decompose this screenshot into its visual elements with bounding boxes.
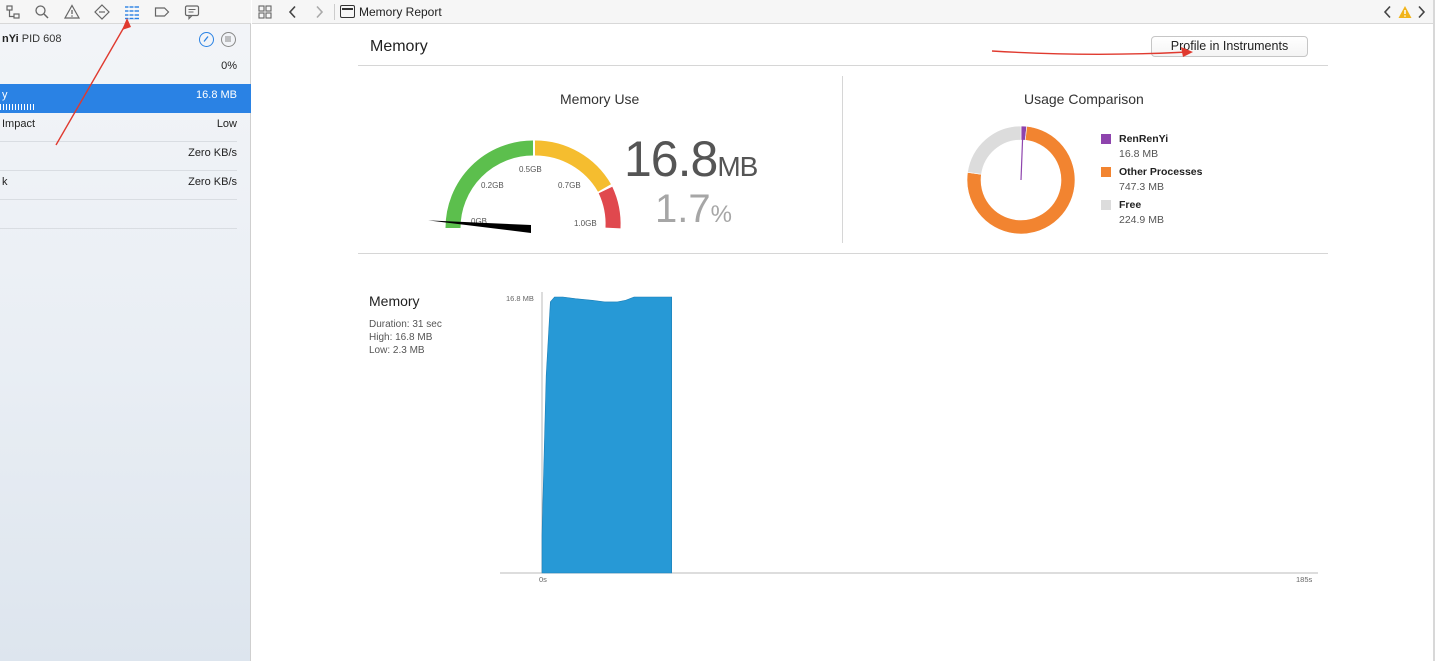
network-label: k — [2, 176, 8, 188]
sidebar-divider — [0, 141, 237, 142]
graph-y-label: 16.8 MB — [506, 294, 534, 303]
disk-row[interactable]: Zero KB/s — [0, 146, 251, 166]
debug-gauges-icon[interactable] — [123, 3, 141, 21]
donut-slice-other-processes — [966, 125, 1076, 235]
gauge-green-arc — [445, 140, 534, 229]
memory-value-number: 16.8 — [624, 131, 718, 187]
memory-percent-unit: % — [710, 201, 732, 228]
gauge-yellow-arc — [534, 140, 611, 192]
memory-percent: 1.7% — [655, 187, 732, 232]
breadcrumb-memory-report[interactable]: Memory Report — [359, 5, 442, 19]
sidebar-divider — [0, 199, 237, 200]
breakpoint-icon[interactable] — [153, 3, 171, 21]
debug-navigator: nYi PID 608 0% y 16.8 MB Impact Low Zero… — [0, 0, 251, 661]
disk-value: Zero KB/s — [188, 147, 237, 159]
hierarchy-icon[interactable] — [4, 3, 22, 21]
memory-report-icon — [340, 5, 355, 18]
next-issue-icon[interactable] — [1416, 3, 1426, 21]
memory-value: 16.8MB — [624, 130, 758, 188]
usage-donut-chart — [966, 125, 1076, 235]
memory-value-unit: MB — [717, 151, 758, 182]
navigator-toolbar — [0, 0, 251, 24]
donut-pointer — [1020, 127, 1024, 181]
memory-row-value: 16.8 MB — [196, 89, 237, 101]
energy-impact-row[interactable]: Impact Low — [0, 117, 251, 137]
section-divider — [358, 253, 1328, 254]
gauge-label-0: 0GB — [471, 217, 487, 226]
legend-amount: 16.8 MB — [1119, 148, 1159, 160]
previous-issue-icon[interactable] — [1383, 3, 1393, 21]
process-name: nYi — [2, 33, 19, 45]
graph-title: Memory — [369, 293, 420, 309]
network-value: Zero KB/s — [188, 176, 237, 188]
warning-badge-icon[interactable] — [1398, 3, 1412, 21]
legend-name: RenRenYi — [1119, 133, 1169, 145]
debug-gauge-icon[interactable] — [199, 32, 214, 47]
memory-row-label: y — [2, 89, 8, 101]
memory-sparkline — [0, 104, 36, 110]
header-divider — [358, 65, 1328, 66]
cpu-row[interactable]: 0% — [0, 59, 251, 79]
panel-divider — [842, 76, 843, 243]
gauge-needle — [428, 220, 531, 233]
editor-jump-bar: Memory Report — [252, 0, 1435, 24]
forward-chevron-icon[interactable] — [314, 3, 324, 21]
energy-impact-label: Impact — [2, 118, 36, 130]
graph-high: High: 16.8 MB — [369, 332, 433, 343]
memory-percent-number: 1.7 — [655, 187, 711, 231]
search-icon[interactable] — [33, 3, 51, 21]
sidebar-divider — [0, 228, 237, 229]
memory-gauge: 0GB 0.2GB 0.5GB 0.7GB 1.0GB — [428, 140, 621, 233]
report-bubble-icon[interactable] — [183, 3, 201, 21]
gauge-label-4: 1.0GB — [574, 219, 597, 228]
graph-x-end: 185s — [1296, 575, 1313, 584]
related-items-grid-icon[interactable] — [258, 3, 272, 21]
legend-swatch — [1101, 200, 1111, 210]
gauge-label-1: 0.2GB — [481, 181, 504, 190]
legend-amount: 747.3 MB — [1119, 181, 1164, 193]
warning-icon[interactable] — [63, 3, 81, 21]
thread-lanes-icon[interactable] — [221, 32, 236, 47]
sidebar-divider — [0, 170, 237, 171]
back-chevron-icon[interactable] — [288, 3, 298, 21]
usage-comparison-title: Usage Comparison — [1024, 91, 1144, 107]
test-diamond-icon[interactable] — [93, 3, 111, 21]
legend-swatch — [1101, 134, 1111, 144]
memory-report: Memory Profile in Instruments Memory Use… — [252, 25, 1435, 661]
graph-area-series — [541, 296, 672, 574]
process-row[interactable]: nYi PID 608 — [0, 30, 251, 50]
cpu-value: 0% — [221, 60, 237, 72]
gauge-label-2: 0.5GB — [519, 165, 542, 174]
legend-name: Other Processes — [1119, 166, 1203, 178]
legend-swatch — [1101, 167, 1111, 177]
energy-impact-value: Low — [216, 118, 237, 130]
graph-x-start: 0s — [539, 575, 547, 584]
jump-bar-divider — [334, 4, 335, 20]
memory-graph: 16.8 MB 0s 185s — [500, 292, 1318, 584]
memory-row-selected[interactable]: y 16.8 MB — [0, 84, 251, 113]
window-edge — [1433, 0, 1435, 661]
legend-amount: 224.9 MB — [1119, 214, 1164, 226]
network-row[interactable]: k Zero KB/s — [0, 175, 251, 195]
memory-use-title: Memory Use — [560, 91, 640, 107]
donut-slice-free — [967, 125, 1022, 175]
graph-low: Low: 2.3 MB — [369, 345, 425, 356]
graph-duration: Duration: 31 sec — [369, 319, 442, 330]
process-label: nYi PID 608 — [2, 33, 62, 45]
process-pid: PID 608 — [21, 33, 62, 45]
gauge-red-arc — [598, 186, 621, 229]
gauge-label-3: 0.7GB — [558, 181, 581, 190]
legend-name: Free — [1119, 199, 1142, 211]
report-title: Memory — [370, 38, 428, 55]
